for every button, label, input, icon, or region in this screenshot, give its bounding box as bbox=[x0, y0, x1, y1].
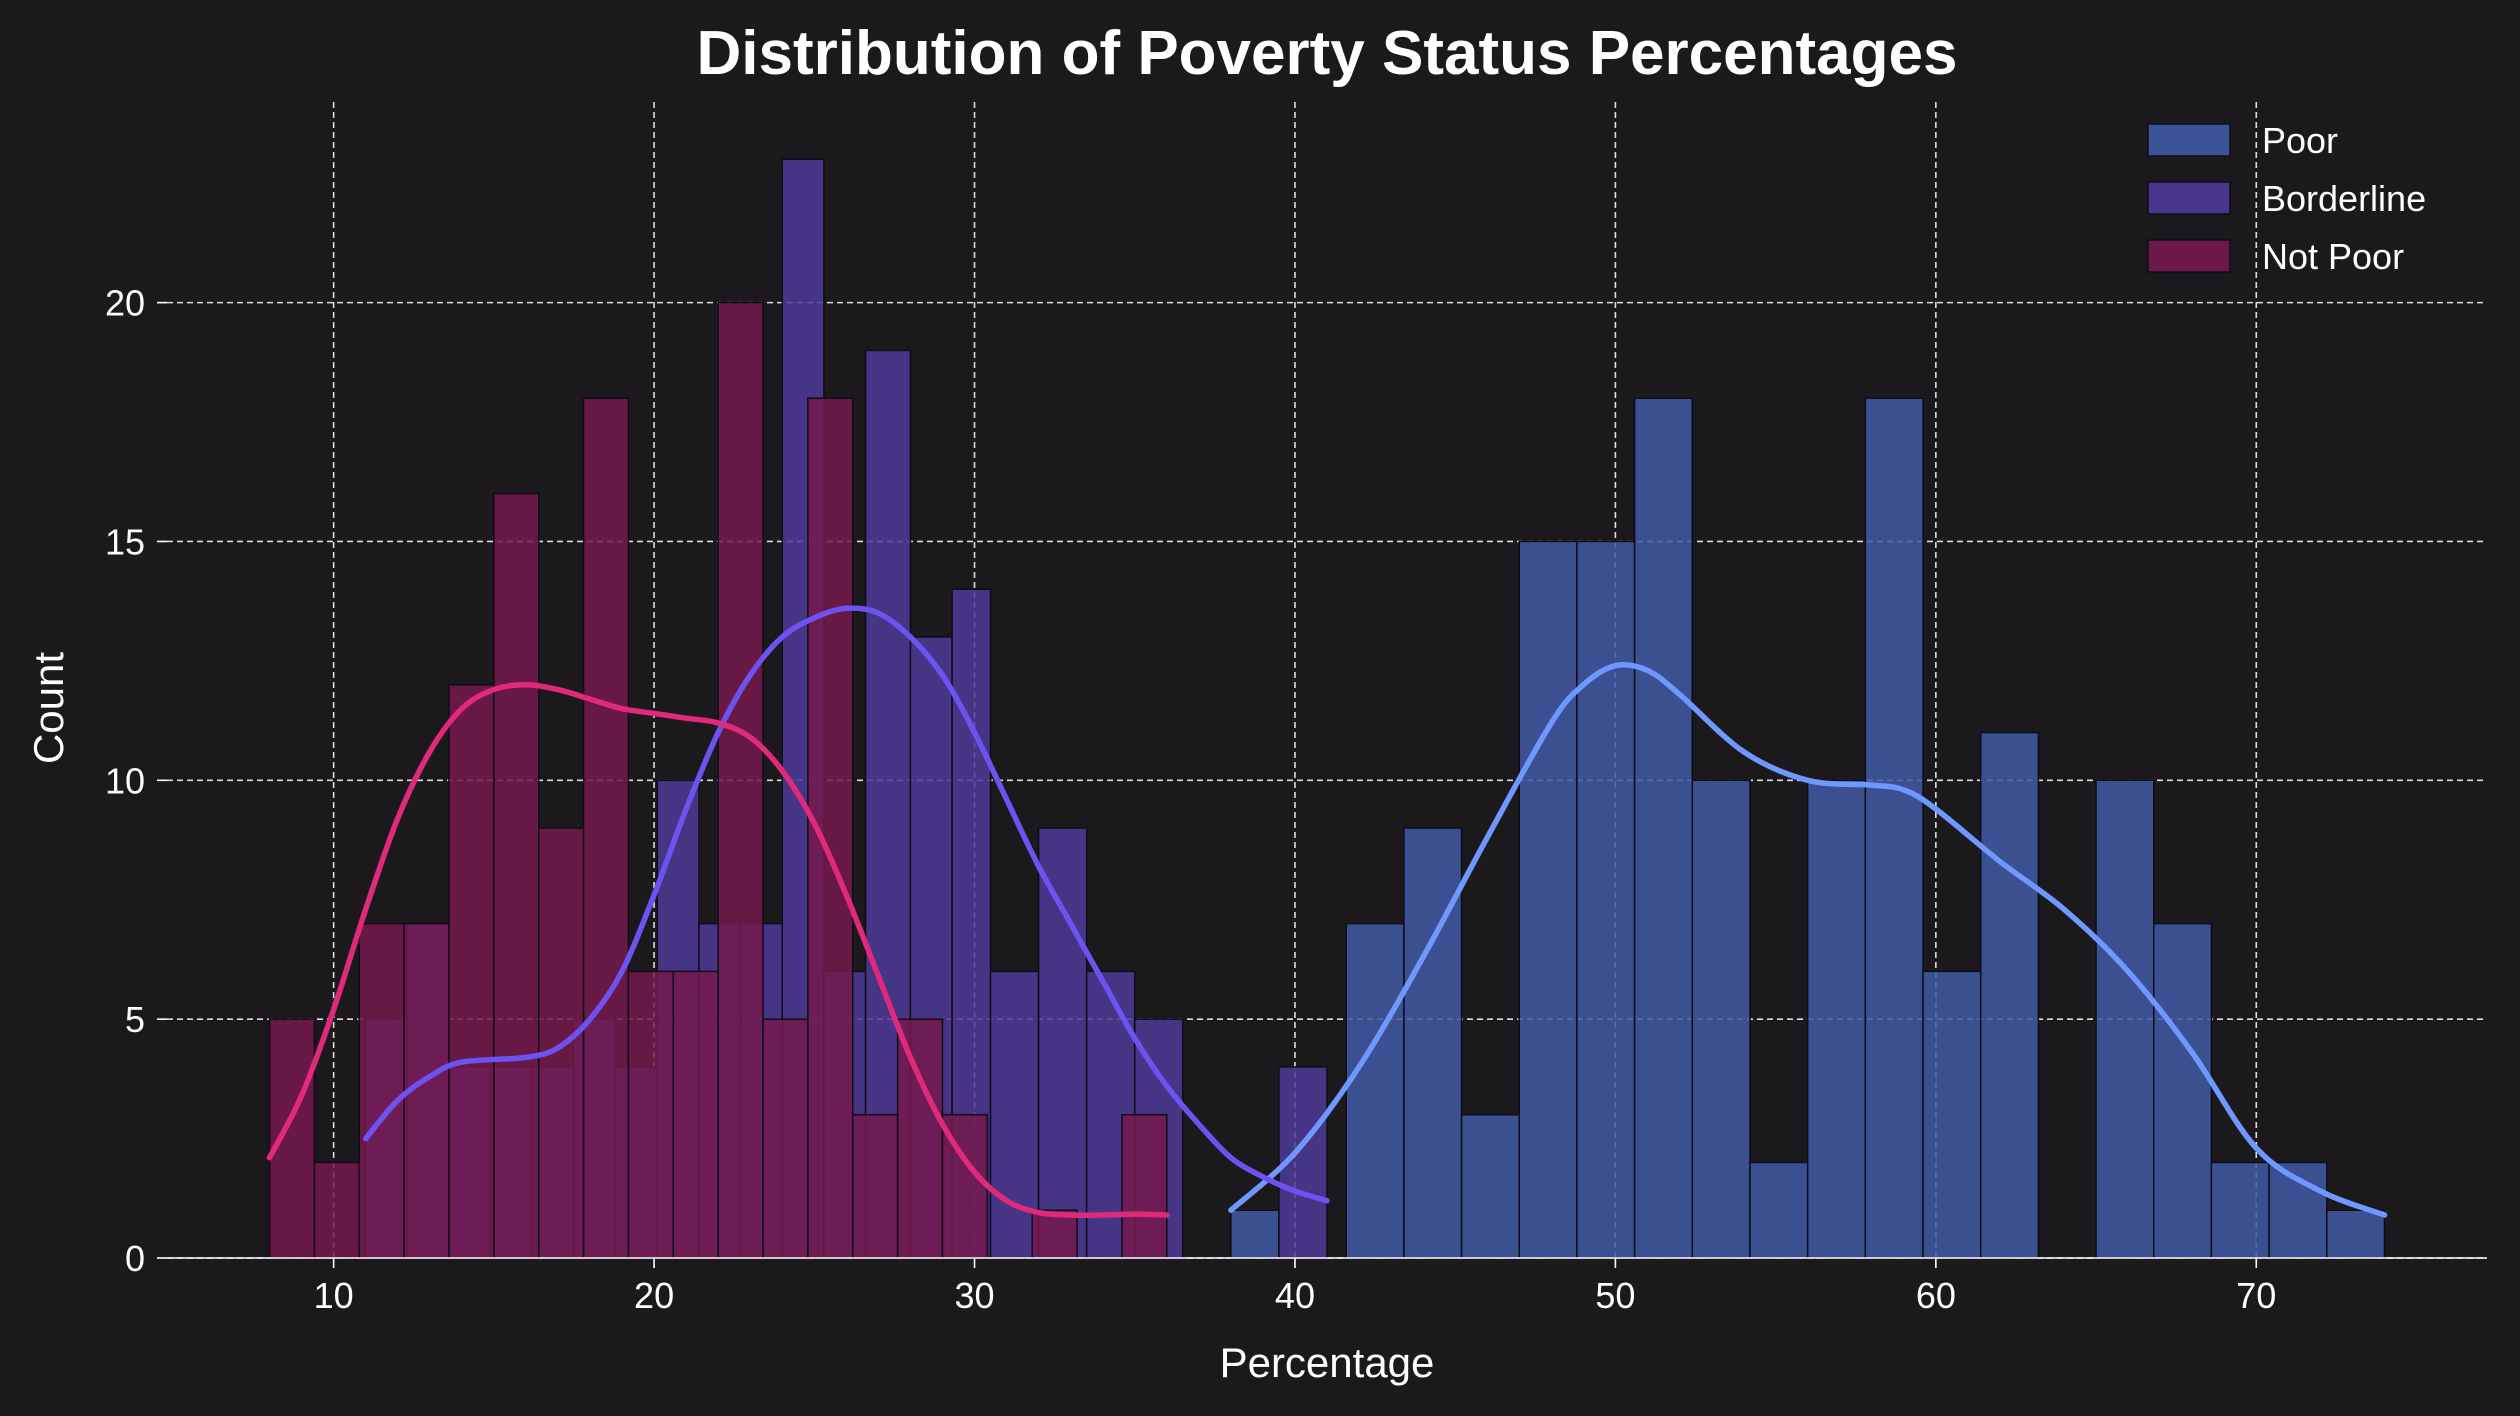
kde-line-not-poor bbox=[266, 682, 1170, 1218]
bar-poor bbox=[1749, 1161, 1809, 1259]
bar-poor bbox=[1864, 397, 1924, 1259]
bar-poor bbox=[1633, 397, 1694, 1259]
bar-poor bbox=[1518, 540, 1578, 1259]
bar-borderline bbox=[1037, 827, 1088, 1259]
legend-swatch-poor bbox=[2147, 123, 2231, 157]
chart-title: Distribution of Poverty Status Percentag… bbox=[697, 19, 1958, 88]
bar-not-poor bbox=[313, 1161, 361, 1259]
bar-poor bbox=[1806, 779, 1867, 1259]
bar-not-poor bbox=[896, 1018, 944, 1259]
y-tick-label: 10 bbox=[105, 760, 145, 801]
x-tick-label: 30 bbox=[954, 1275, 994, 1316]
bar-borderline bbox=[989, 970, 1040, 1259]
x-axis-label: Percentage bbox=[1220, 1339, 1435, 1386]
bar-not-poor bbox=[1031, 1209, 1078, 1259]
x-tick-label: 60 bbox=[1916, 1275, 1956, 1316]
bar-poor bbox=[1691, 779, 1751, 1259]
bar-not-poor bbox=[582, 397, 630, 1259]
y-tick-label: 0 bbox=[125, 1238, 145, 1279]
bar-not-poor bbox=[493, 492, 540, 1259]
kde-line-poor bbox=[1228, 662, 2388, 1218]
y-tick-label: 5 bbox=[125, 999, 145, 1040]
bar-poor bbox=[2095, 779, 2155, 1259]
bars-layer bbox=[268, 158, 2386, 1259]
x-tick-label: 70 bbox=[2236, 1275, 2276, 1316]
bar-poor bbox=[1403, 827, 1463, 1259]
bar-not-poor bbox=[268, 1018, 316, 1259]
bar-poor bbox=[1230, 1209, 1280, 1259]
legend: Poor Borderline Not Poor bbox=[2147, 120, 2426, 277]
bar-not-poor bbox=[672, 970, 719, 1259]
bar-poor bbox=[1979, 731, 2040, 1259]
legend-label-borderline: Borderline bbox=[2262, 178, 2426, 219]
bar-not-poor bbox=[627, 970, 675, 1259]
bar-not-poor bbox=[762, 1018, 809, 1259]
y-axis-label: Count bbox=[25, 652, 72, 764]
bar-not-poor bbox=[1121, 1113, 1168, 1259]
kde-layer bbox=[266, 605, 2388, 1218]
bar-poor bbox=[1345, 922, 1405, 1259]
y-tick-label: 20 bbox=[105, 283, 145, 324]
x-tick-label: 50 bbox=[1595, 1275, 1635, 1316]
bar-not-poor bbox=[851, 1113, 899, 1259]
x-tick-label: 10 bbox=[314, 1275, 354, 1316]
bar-poor bbox=[1460, 1113, 1521, 1259]
y-tick-label: 15 bbox=[105, 521, 145, 562]
bar-poor bbox=[2268, 1161, 2328, 1259]
bar-not-poor bbox=[448, 684, 495, 1259]
bar-poor bbox=[2152, 922, 2213, 1259]
bar-poor bbox=[2326, 1209, 2386, 1259]
bar-not-poor bbox=[717, 301, 764, 1259]
kde-line-borderline bbox=[362, 605, 1330, 1204]
legend-swatch-borderline bbox=[2147, 181, 2231, 215]
legend-swatch-not-poor bbox=[2147, 239, 2231, 273]
bar-poor bbox=[2210, 1161, 2270, 1259]
x-tick-label: 40 bbox=[1275, 1275, 1315, 1316]
bar-poor bbox=[1576, 540, 1636, 1259]
x-tick-label: 20 bbox=[634, 1275, 674, 1316]
axes-layer: 10 20 30 40 50 60 70 0 5 10 15 20 bbox=[105, 283, 2487, 1316]
legend-label-poor: Poor bbox=[2262, 120, 2338, 161]
legend-label-not-poor: Not Poor bbox=[2262, 236, 2404, 277]
bar-poor bbox=[1922, 970, 1982, 1259]
bar-not-poor bbox=[358, 922, 405, 1259]
